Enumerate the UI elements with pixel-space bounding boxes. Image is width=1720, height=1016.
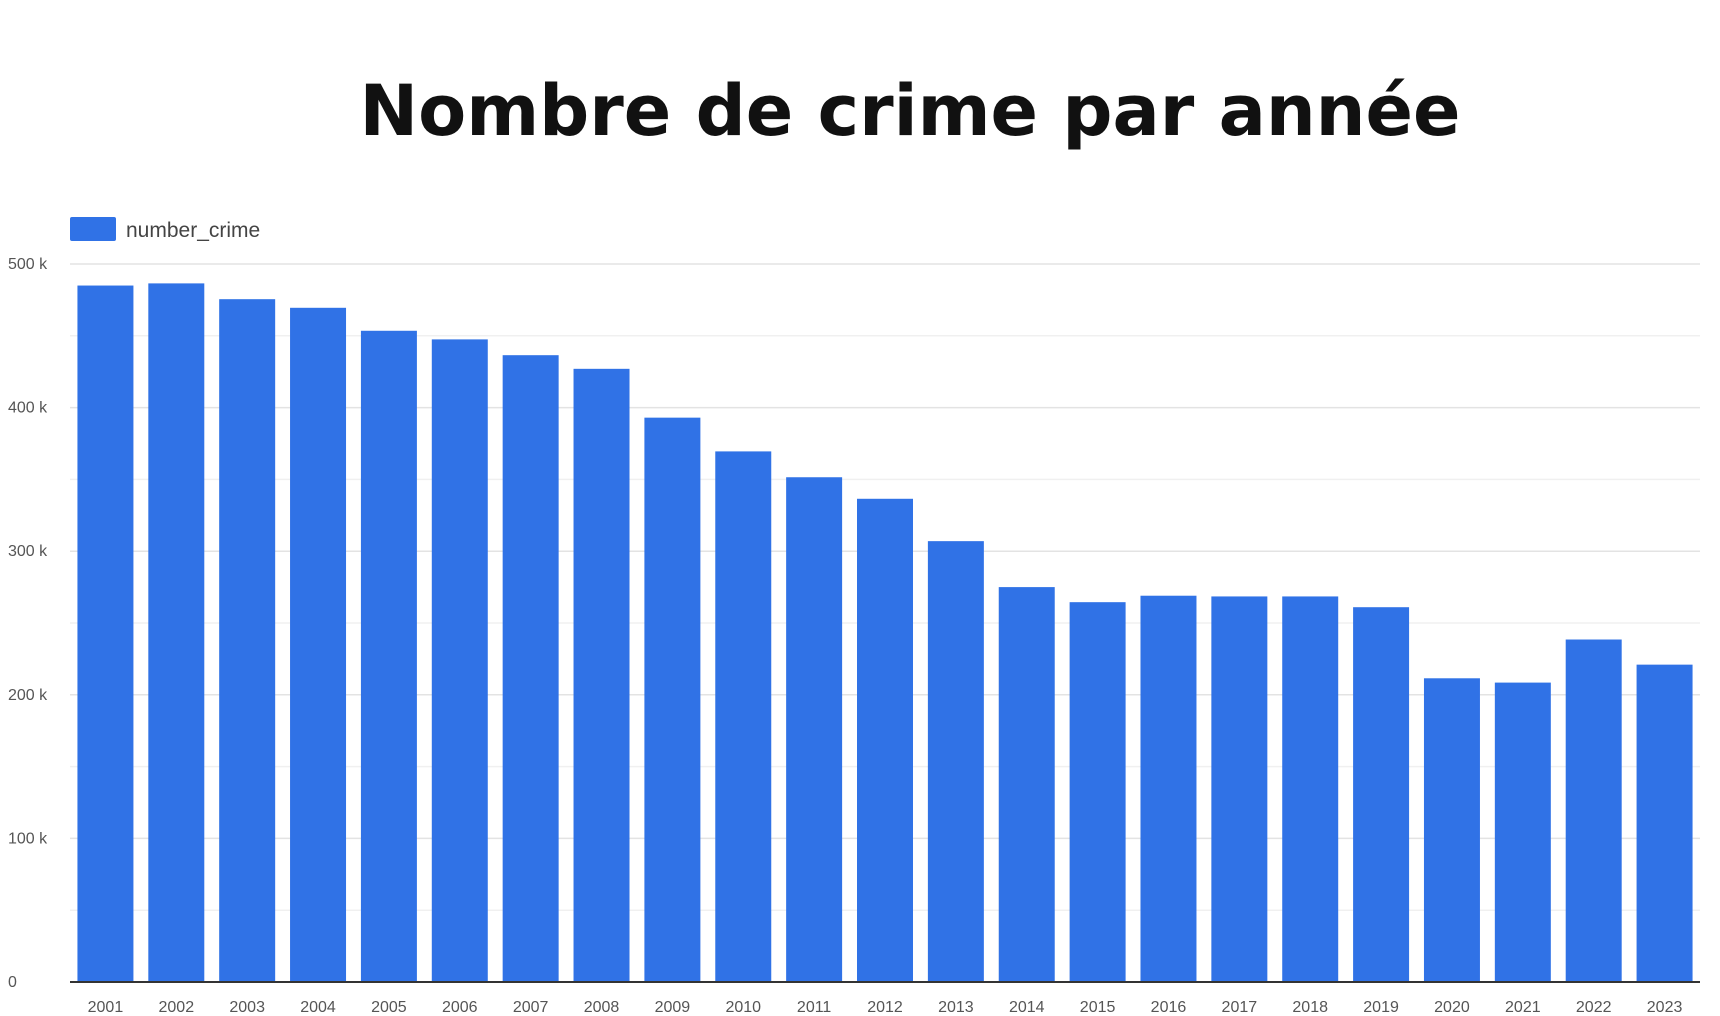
x-tick-label: 2021 <box>1505 999 1541 1016</box>
y-tick-label: 200 k <box>8 687 48 704</box>
x-tick-label: 2001 <box>88 999 124 1016</box>
x-axis-ticks: 2001 2002 2003 2004 2005 2006 2007 2008 2009 2010… <box>88 999 1683 1016</box>
x-tick-label: 2015 <box>1080 999 1116 1016</box>
x-tick-label: 2014 <box>1009 999 1045 1016</box>
bar-2008 <box>573 368 630 982</box>
x-tick-label: 2004 <box>300 999 336 1016</box>
x-tick-label: 2008 <box>584 999 620 1016</box>
bar-2012 <box>857 498 913 982</box>
bar-2014 <box>998 587 1055 982</box>
x-tick-label: 2019 <box>1363 999 1399 1016</box>
bar-2006 <box>431 339 488 982</box>
bar-2005 <box>360 330 417 982</box>
legend-swatch <box>70 217 116 241</box>
chart-title: Nombre de crime par année <box>360 70 1461 152</box>
x-tick-label: 2016 <box>1151 999 1187 1016</box>
x-tick-label: 2002 <box>159 999 195 1016</box>
y-tick-label: 300 k <box>8 543 48 560</box>
y-tick-label: 400 k <box>8 400 48 417</box>
x-tick-label: 2003 <box>229 999 265 1016</box>
bar-2009 <box>644 417 701 983</box>
bar-2001 <box>77 285 134 982</box>
bar-2003 <box>219 299 276 982</box>
legend-label: number_crime <box>126 219 260 242</box>
bar-2013 <box>927 541 984 982</box>
x-tick-label: 2011 <box>797 999 832 1016</box>
bar-2022 <box>1565 639 1622 982</box>
bar-2007 <box>502 355 559 982</box>
x-tick-label: 2010 <box>725 999 761 1016</box>
x-tick-label: 2018 <box>1292 999 1328 1016</box>
y-tick-label: 500 k <box>8 256 48 273</box>
y-axis-ticks: 0 100 k 200 k 300 k 400 k 500 k <box>8 256 48 991</box>
bar-2019 <box>1353 607 1410 982</box>
bar-2016 <box>1140 595 1197 982</box>
bar-2018 <box>1282 596 1339 982</box>
bar-2023 <box>1636 664 1693 982</box>
x-tick-label: 2020 <box>1434 999 1470 1016</box>
x-tick-label: 2006 <box>442 999 478 1016</box>
bar-2017 <box>1211 596 1268 982</box>
y-tick-label: 100 k <box>8 830 48 847</box>
bar-2002 <box>148 283 205 982</box>
x-tick-label: 2012 <box>867 999 903 1016</box>
x-tick-label: 2013 <box>938 999 974 1016</box>
x-tick-label: 2022 <box>1576 999 1612 1016</box>
x-tick-label: 2017 <box>1222 999 1258 1016</box>
x-tick-label: 2007 <box>513 999 549 1016</box>
bar-2015 <box>1069 602 1126 982</box>
legend: number_crime <box>70 217 260 242</box>
bar-2004 <box>290 307 347 983</box>
x-tick-label: 2005 <box>371 999 407 1016</box>
bar-2011 <box>786 477 843 982</box>
bar-2010 <box>715 451 772 982</box>
bar-2020 <box>1423 678 1480 982</box>
bars <box>77 283 1693 983</box>
y-tick-label: 0 <box>8 974 17 991</box>
bar-2021 <box>1494 682 1551 982</box>
x-tick-label: 2023 <box>1647 999 1683 1016</box>
x-tick-label: 2009 <box>655 999 691 1016</box>
